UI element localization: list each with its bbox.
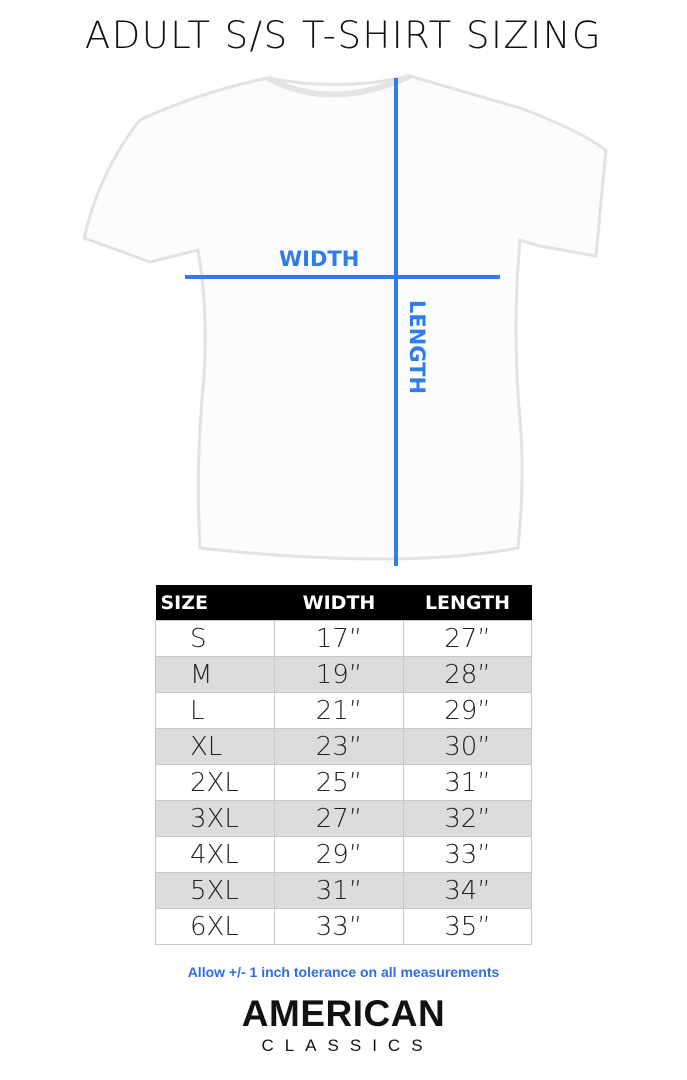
size-cell: 6XL bbox=[155, 908, 275, 945]
size-cell: 4XL bbox=[155, 836, 275, 873]
size-cell: L bbox=[155, 692, 275, 729]
header-length: LENGTH bbox=[403, 585, 532, 621]
width-label: WIDTH bbox=[279, 247, 360, 271]
table-row: 3XL 27” 32” bbox=[155, 800, 532, 837]
table-row: M 19” 28” bbox=[155, 656, 532, 693]
length-cell: 35” bbox=[403, 908, 532, 945]
width-cell: 33” bbox=[274, 908, 404, 945]
size-cell: M bbox=[155, 656, 275, 693]
size-table: SIZE WIDTH LENGTH S 17” 27” M 19” 28” L 21” 29” X… bbox=[155, 585, 532, 945]
width-cell: 23” bbox=[274, 728, 404, 765]
width-cell: 19” bbox=[274, 656, 404, 693]
length-cell: 31” bbox=[403, 764, 532, 801]
table-row: 5XL 31” 34” bbox=[155, 872, 532, 909]
collar bbox=[266, 73, 412, 98]
length-label: LENGTH bbox=[405, 300, 429, 395]
size-cell: 3XL bbox=[155, 800, 275, 837]
header-width: WIDTH bbox=[274, 585, 404, 621]
table-row: 4XL 29” 33” bbox=[155, 836, 532, 873]
tshirt-shape bbox=[82, 74, 608, 561]
length-cell: 32” bbox=[403, 800, 532, 837]
table-row: XL 23” 30” bbox=[155, 728, 532, 765]
width-cell: 17” bbox=[274, 620, 404, 657]
table-row: L 21” 29” bbox=[155, 692, 532, 729]
header-size: SIZE bbox=[155, 585, 275, 621]
tolerance-note: Allow +/- 1 inch tolerance on all measur… bbox=[187, 964, 500, 980]
table-row: S 17” 27” bbox=[155, 620, 532, 657]
logo-american: AMERICAN bbox=[241, 993, 446, 1034]
page-title: ADULT S/S T-SHIRT SIZING bbox=[84, 14, 603, 57]
length-cell: 34” bbox=[403, 872, 532, 909]
length-cell: 33” bbox=[403, 836, 532, 873]
width-cell: 29” bbox=[274, 836, 404, 873]
size-cell: XL bbox=[155, 728, 275, 765]
width-cell: 27” bbox=[274, 800, 404, 837]
width-cell: 31” bbox=[274, 872, 404, 909]
logo-classics: CLASSICS bbox=[261, 1036, 434, 1055]
length-cell: 28” bbox=[403, 656, 532, 693]
length-cell: 27” bbox=[403, 620, 532, 657]
length-cell: 30” bbox=[403, 728, 532, 765]
table-header: SIZE WIDTH LENGTH bbox=[155, 585, 532, 621]
size-cell: 2XL bbox=[155, 764, 275, 801]
width-cell: 25” bbox=[274, 764, 404, 801]
table-row: 2XL 25” 31” bbox=[155, 764, 532, 801]
size-cell: S bbox=[155, 620, 275, 657]
table-row: 6XL 33” 35” bbox=[155, 908, 532, 945]
size-cell: 5XL bbox=[155, 872, 275, 909]
tshirt-diagram bbox=[82, 73, 608, 566]
length-cell: 29” bbox=[403, 692, 532, 729]
width-cell: 21” bbox=[274, 692, 404, 729]
